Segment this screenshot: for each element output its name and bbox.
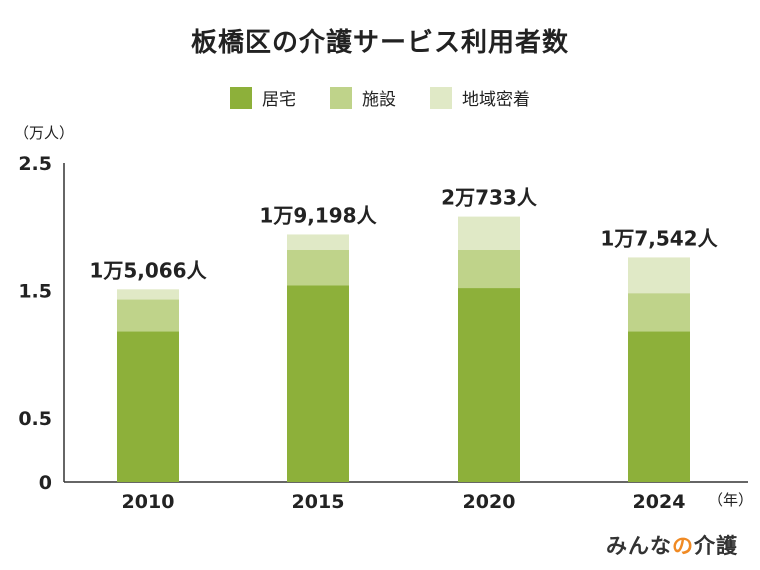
legend: 居宅 施設 地域密着 [0,85,760,110]
y-tick-label: 0.5 [18,408,52,430]
legend-swatch-facility [330,86,352,109]
bar-2015-series-0 [287,285,349,482]
bar-2020-series-1 [458,249,520,289]
bar-2020-series-2 [458,216,520,250]
x-axis-unit: （年） [708,491,753,509]
x-category-label: 2010 [122,491,175,513]
bar-2010-series-1 [117,299,179,332]
legend-label-home: 居宅 [262,90,296,110]
chart-title: 板橋区の介護サービス利用者数 [190,28,569,58]
total-data-label: 1万5,066人 [89,258,207,282]
bar-2020-series-0 [458,288,520,482]
brand-logo: みんなの介護 [606,530,738,560]
total-data-label: 1万9,198人 [259,203,377,227]
total-data-label: 1万7,542人 [600,226,718,250]
logo-text-3: 介護 [694,534,738,558]
logo-text-1: みんな [606,534,672,558]
legend-item-facility: 施設 [330,85,396,110]
bar-2024-series-0 [628,331,690,482]
x-category-label: 2024 [633,491,686,513]
x-category-label: 2015 [292,491,345,513]
logo-text-2: の [672,534,694,558]
legend-swatch-home [230,86,252,109]
bar-2015-series-2 [287,234,349,250]
bar-2010-series-0 [117,331,179,482]
legend-swatch-community [430,86,452,109]
y-tick-label: 0 [39,472,52,494]
bar-2024-series-1 [628,293,690,332]
legend-item-community: 地域密着 [430,85,530,110]
bar-2015-series-1 [287,249,349,286]
x-category-label: 2020 [463,491,516,513]
legend-label-facility: 施設 [362,90,396,110]
y-tick-label: 1.5 [18,281,52,303]
legend-item-home: 居宅 [230,85,296,110]
total-data-label: 2万733人 [441,186,538,210]
y-axis-unit: （万人） [14,124,74,142]
y-tick-label: 2.5 [18,153,52,175]
legend-label-community: 地域密着 [462,90,530,110]
bar-2024-series-2 [628,257,690,294]
bar-2010-series-2 [117,289,179,300]
